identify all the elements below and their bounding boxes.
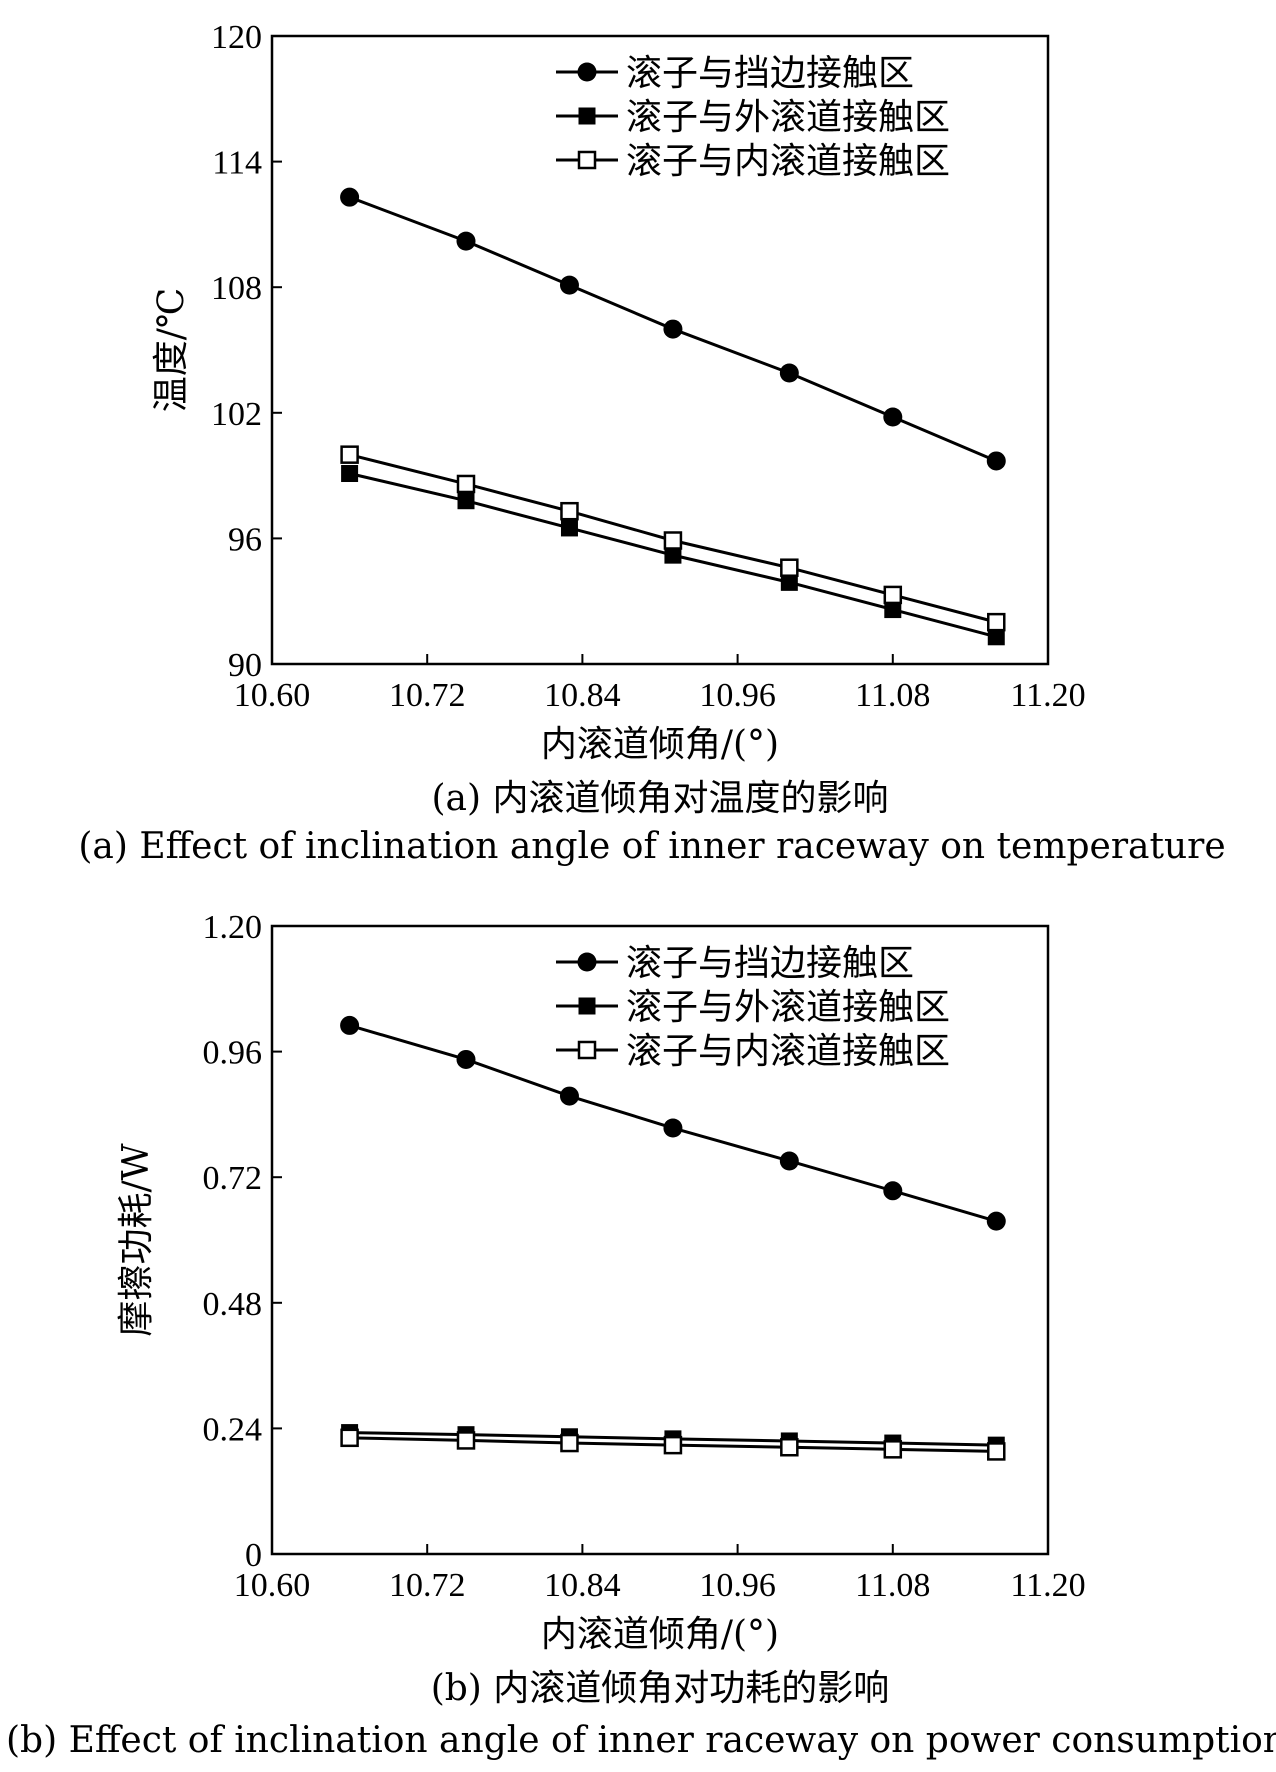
data-point	[456, 474, 476, 494]
legend-marker	[578, 107, 596, 125]
data-point	[986, 451, 1006, 471]
y-tick-label: 120	[211, 19, 262, 56]
y-tick-label: 0.96	[203, 1035, 263, 1072]
chart-a: 10.60 10.72 10.84 10.96 11.08 11.20 90 96 102 108…	[78, 19, 1225, 867]
data-point	[663, 1118, 683, 1138]
data-point	[560, 1433, 579, 1453]
data-point	[883, 1181, 903, 1201]
y-axis-label: 摩擦功耗/W	[116, 1143, 157, 1336]
legend-label: 滚子与挡边接触区	[626, 53, 914, 94]
data-point	[559, 275, 579, 295]
x-tick-label: 11.08	[855, 677, 930, 714]
caption-en: (b) Effect of inclination angle of inner…	[6, 1720, 1276, 1761]
data-point	[987, 612, 1006, 632]
data-point	[560, 501, 579, 521]
legend-label: 滚子与外滚道接触区	[626, 987, 950, 1028]
data-point	[883, 1440, 903, 1459]
data-point	[457, 492, 475, 510]
x-tick-label: 10.96	[699, 1567, 776, 1604]
x-tick-label: 10.96	[699, 677, 776, 714]
data-point	[340, 187, 360, 207]
x-tick-label: 10.60	[234, 1567, 311, 1604]
legend-label: 滚子与内滚道接触区	[626, 1031, 950, 1072]
y-tick-label: 90	[228, 647, 262, 684]
data-point	[663, 531, 683, 550]
legend-marker	[577, 150, 597, 170]
data-point	[663, 319, 683, 339]
data-point	[779, 1151, 799, 1171]
data-point	[987, 1442, 1006, 1461]
x-tick-label: 10.72	[389, 1567, 466, 1604]
caption-cn: (b) 内滚道倾角对功耗的影响	[431, 1668, 890, 1709]
legend-label: 滚子与外滚道接触区	[626, 97, 950, 138]
data-point	[456, 1049, 476, 1069]
x-axis-label: 内滚道倾角/(°)	[541, 1614, 779, 1655]
x-tick-label: 10.84	[544, 1567, 621, 1604]
data-point	[456, 231, 476, 251]
legend-marker	[577, 952, 597, 972]
data-point	[779, 363, 799, 383]
data-point	[780, 558, 799, 577]
y-tick-label: 1.20	[203, 909, 263, 946]
legend-label: 滚子与挡边接触区	[626, 943, 914, 984]
data-point	[986, 1211, 1006, 1231]
chart-b: 10.60 10.72 10.84 10.96 11.08 11.20 0 0.24 0.48 0…	[6, 909, 1276, 1761]
data-point	[780, 573, 798, 591]
y-tick-label: 0.24	[203, 1411, 263, 1448]
y-tick-label: 0.72	[203, 1160, 263, 1197]
legend-marker	[577, 1040, 597, 1060]
y-tick-label: 96	[228, 521, 262, 558]
x-axis-label: 内滚道倾角/(°)	[541, 724, 779, 765]
data-point	[559, 1086, 579, 1106]
data-point	[883, 407, 903, 427]
data-point	[780, 1437, 799, 1457]
plot-frame	[270, 34, 1050, 666]
caption-en: (a) Effect of inclination angle of inner…	[78, 826, 1225, 867]
data-point	[340, 445, 359, 464]
data-point	[341, 465, 359, 483]
legend-label: 滚子与内滚道接触区	[626, 141, 950, 182]
x-tick-label: 10.72	[389, 677, 466, 714]
legend-marker	[578, 997, 596, 1015]
y-tick-label: 0	[245, 1537, 262, 1574]
legend-marker	[577, 62, 597, 82]
data-point	[340, 1428, 359, 1448]
y-axis-label: 温度/℃	[151, 288, 192, 412]
x-tick-label: 10.84	[544, 677, 621, 714]
data-point	[664, 546, 682, 564]
x-tick-label: 11.20	[1010, 1567, 1085, 1604]
x-tick-label: 11.08	[855, 1567, 930, 1604]
y-tick-label: 114	[212, 145, 262, 182]
y-tick-label: 102	[211, 396, 262, 433]
y-tick-label: 108	[211, 270, 262, 307]
data-point	[987, 628, 1005, 646]
data-point	[884, 601, 902, 619]
data-point	[456, 1431, 476, 1450]
data-point	[883, 585, 903, 605]
caption-cn: (a) 内滚道倾角对温度的影响	[432, 778, 889, 819]
data-point	[560, 519, 578, 537]
x-tick-label: 11.20	[1010, 677, 1085, 714]
data-point	[663, 1435, 683, 1455]
plot-frame	[270, 924, 1050, 1556]
x-tick-label: 10.60	[234, 677, 311, 714]
y-tick-label: 0.48	[203, 1286, 263, 1323]
data-point	[340, 1015, 360, 1035]
